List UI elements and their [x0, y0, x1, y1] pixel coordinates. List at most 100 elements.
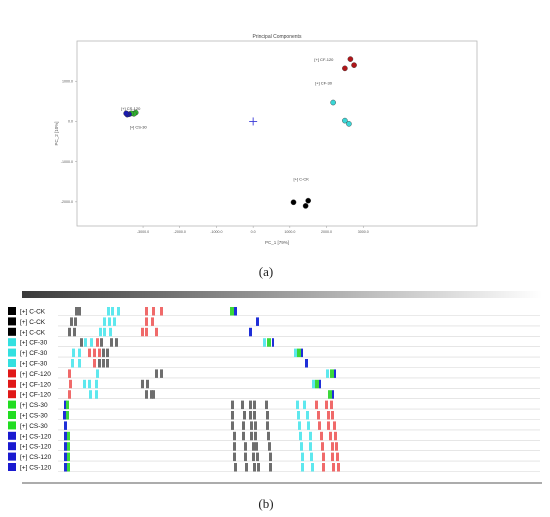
- series-label-CF-30: [+] CF-30: [315, 81, 333, 86]
- band: [80, 338, 83, 347]
- band: [325, 400, 328, 410]
- band: [242, 421, 245, 430]
- x-tick-label: 1000.0: [284, 230, 295, 234]
- band: [78, 348, 81, 358]
- band: [250, 431, 253, 441]
- band: [115, 338, 118, 347]
- band: [310, 452, 313, 462]
- band: [75, 307, 78, 316]
- band: [100, 338, 103, 347]
- band: [244, 452, 247, 462]
- band: [318, 421, 321, 430]
- lane-label: [+] CS-120: [20, 433, 52, 440]
- band: [307, 421, 310, 430]
- band: [64, 452, 67, 462]
- band: [266, 411, 269, 420]
- band: [102, 348, 105, 358]
- y-tick-label: -1000.0: [61, 160, 73, 164]
- x-axis-label: PC_1 [79%]: [265, 240, 289, 245]
- band: [68, 369, 71, 378]
- caption-a: (a): [258, 264, 274, 279]
- band: [72, 348, 75, 358]
- point-CF-120: [347, 56, 354, 62]
- band: [233, 431, 236, 441]
- band: [96, 338, 99, 347]
- band: [322, 452, 325, 462]
- band: [330, 400, 333, 410]
- y-tick-label: -2000.0: [61, 200, 73, 204]
- band: [253, 411, 256, 420]
- chart-title: Principal Components: [253, 34, 302, 40]
- band: [78, 359, 81, 368]
- band: [301, 348, 303, 358]
- band: [243, 411, 246, 420]
- band: [249, 400, 252, 410]
- band: [111, 307, 114, 316]
- point-CS-120: [123, 110, 129, 117]
- lane-label: [+] CS-30: [20, 423, 48, 430]
- band: [102, 359, 105, 368]
- band: [254, 421, 257, 430]
- band: [64, 431, 67, 441]
- lane-label: [+] C-CK: [20, 309, 46, 316]
- band: [327, 411, 330, 420]
- band: [152, 390, 155, 399]
- lane-swatch: [8, 442, 16, 451]
- band: [244, 442, 247, 451]
- band: [66, 400, 69, 410]
- band: [89, 390, 92, 399]
- lane-label: [+] C-CK: [20, 319, 46, 326]
- band: [234, 307, 237, 316]
- lane-label: [+] CF-30: [20, 340, 48, 347]
- lane-label: [+] CF-30: [20, 350, 48, 357]
- band: [320, 431, 323, 441]
- band: [319, 379, 321, 389]
- band: [64, 442, 67, 451]
- band: [245, 463, 248, 472]
- band: [88, 379, 91, 389]
- band: [95, 379, 98, 389]
- x-tick-label: -3000.0: [137, 230, 149, 234]
- lane-swatch: [8, 338, 16, 347]
- x-tick-label: -2000.0: [174, 230, 186, 234]
- band: [99, 327, 102, 337]
- band: [103, 317, 106, 326]
- band: [328, 390, 332, 399]
- x-tick-label: 2000.0: [321, 230, 332, 234]
- band: [249, 411, 252, 420]
- band: [331, 452, 334, 462]
- point-CF-120: [351, 62, 357, 68]
- x-tick-label: 0.0: [251, 230, 256, 234]
- gradient-header: [22, 291, 542, 298]
- band: [73, 327, 76, 337]
- band: [241, 400, 244, 410]
- band: [107, 307, 110, 316]
- band: [68, 390, 71, 399]
- band: [309, 442, 312, 451]
- band: [267, 431, 270, 441]
- band: [306, 411, 309, 420]
- band: [67, 431, 70, 441]
- band: [252, 452, 255, 462]
- band: [63, 411, 66, 420]
- lane-swatch: [8, 379, 16, 388]
- band: [263, 338, 266, 347]
- pca-plot: Principal Components PC_1 [79%] PC_2 [10%]…: [54, 34, 478, 245]
- series-label-CF-120: [+] CF-120: [314, 57, 334, 62]
- y-tick-label: 1000.0: [62, 80, 73, 84]
- lane-swatch: [8, 463, 16, 471]
- point-CF-30: [342, 117, 348, 124]
- lane-swatch: [8, 317, 16, 326]
- band: [242, 431, 245, 441]
- band: [83, 379, 86, 389]
- band: [69, 379, 72, 389]
- lane-swatch: [8, 390, 16, 399]
- lane-label: [+] CS-120: [20, 444, 52, 451]
- lane-label: [+] CS-30: [20, 402, 48, 409]
- band: [330, 369, 334, 378]
- x-tick-label: 3000.0: [358, 230, 369, 234]
- band: [297, 411, 300, 420]
- band: [145, 327, 148, 337]
- band: [160, 307, 163, 316]
- band: [327, 421, 330, 430]
